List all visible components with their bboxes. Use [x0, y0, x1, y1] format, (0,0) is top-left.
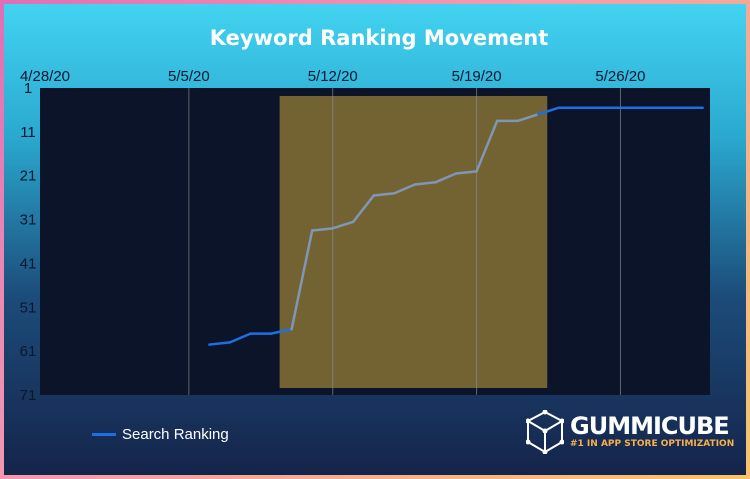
x-tick-labels: 4/28/20 5/5/20 5/12/20 5/19/20 5/26/20	[20, 68, 646, 85]
y-tick-label: 51	[20, 299, 37, 316]
chart-title: Keyword Ranking Movement	[209, 26, 549, 50]
y-tick-label: 1	[24, 80, 32, 97]
highlight-band	[279, 96, 548, 388]
grid-lines	[188, 88, 621, 395]
logo-text: GUMMICUBE #1 IN APP STORE OPTIMIZATION	[570, 414, 734, 450]
x-tick-label: 5/19/20	[452, 68, 502, 85]
x-tick-label: 4/28/20	[20, 68, 70, 85]
line-segment	[393, 183, 417, 195]
line-segment	[290, 229, 314, 331]
gummicube-logo: GUMMICUBE #1 IN APP STORE OPTIMIZATION	[526, 410, 734, 454]
y-tick-label: 11	[20, 124, 36, 141]
line-segment	[269, 327, 293, 335]
line-segment	[434, 172, 458, 184]
logo-tagline: #1 IN APP STORE OPTIMIZATION	[570, 439, 735, 449]
series-line-search-ranking	[208, 106, 704, 346]
y-tick-label: 61	[20, 343, 37, 360]
line-segment	[228, 332, 252, 344]
line-segment	[537, 106, 561, 116]
line-segment	[372, 192, 396, 197]
legend-label: Search Ranking	[122, 426, 229, 443]
x-tick-label: 5/5/20	[168, 68, 210, 85]
y-tick-label: 21	[20, 168, 37, 185]
cube-icon	[526, 410, 564, 454]
line-segment	[516, 113, 540, 123]
x-tick-label: 5/26/20	[595, 68, 645, 85]
legend: Search Ranking	[92, 426, 229, 443]
line-segment	[208, 341, 232, 346]
logo-brand: GUMMICUBE	[570, 412, 730, 440]
x-tick-label: 5/12/20	[308, 68, 358, 85]
y-tick-label: 41	[20, 255, 37, 272]
legend-swatch	[92, 433, 116, 436]
line-segment	[310, 227, 334, 232]
line-segment	[413, 181, 437, 186]
line-segment	[331, 220, 355, 230]
y-tick-label: 31	[20, 212, 37, 229]
line-segment	[454, 170, 478, 175]
y-tick-label: 71	[20, 387, 37, 404]
chart-svg: 4/28/20 5/5/20 5/12/20 5/19/20 5/26/20 11121…	[20, 68, 710, 404]
line-segment	[475, 119, 499, 173]
line-segment	[352, 194, 376, 224]
